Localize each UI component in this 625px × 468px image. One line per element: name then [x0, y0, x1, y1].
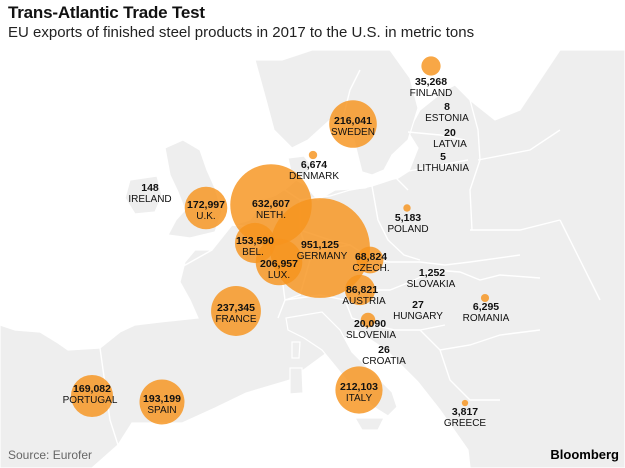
value-label-spain: 193,199	[143, 393, 181, 405]
bubble-spain	[139, 379, 185, 425]
country-border	[299, 177, 409, 201]
country-label-estonia: ESTONIA	[425, 113, 469, 124]
country-border	[344, 299, 446, 331]
country-label-germany: GERMANY	[297, 251, 348, 262]
value-label-u-k: 172,997	[187, 199, 225, 211]
bubble-sweden	[329, 100, 377, 148]
value-label-czech: 68,824	[355, 251, 387, 263]
country-label-neth: NETH.	[256, 210, 286, 221]
value-label-estonia: 8	[444, 101, 450, 113]
value-label-romania: 6,295	[473, 301, 499, 313]
country-label-lithuania: LITHUANIA	[417, 163, 470, 174]
bubble-portugal	[70, 374, 114, 418]
country-label-ireland: IRELAND	[128, 194, 171, 205]
value-label-croatia: 26	[378, 344, 390, 356]
country-label-hungary: HUNGARY	[393, 311, 443, 322]
land-sardinia	[289, 367, 304, 395]
value-label-bel: 153,590	[236, 235, 274, 247]
country-label-spain: SPAIN	[147, 405, 176, 416]
value-label-neth: 632,607	[252, 198, 290, 210]
bubble-czech	[356, 246, 384, 274]
bubble-finland	[421, 56, 441, 76]
chart-title: Trans-Atlantic Trade Test	[8, 3, 205, 22]
country-label-croatia: CROATIA	[362, 356, 406, 367]
value-label-slovenia: 20,090	[354, 318, 386, 330]
value-label-greece: 3,817	[452, 406, 478, 418]
country-label-slovenia: SLOVENIA	[346, 330, 396, 341]
country-label-sweden: SWEDEN	[331, 127, 375, 138]
bubble-france	[211, 286, 261, 336]
country-label-finland: FINLAND	[410, 88, 453, 99]
bubble-italy	[335, 366, 383, 414]
value-label-hungary: 27	[412, 299, 424, 311]
country-label-slovakia: SLOVAKIA	[407, 279, 456, 290]
value-label-denmark: 6,674	[301, 159, 327, 171]
value-label-lithuania: 5	[440, 151, 446, 163]
country-label-latvia: LATVIA	[433, 139, 467, 150]
bubble-layer	[70, 56, 490, 425]
value-label-austria: 86,821	[346, 284, 378, 296]
bubble-u-k	[184, 186, 228, 230]
bloomberg-logo: Bloomberg	[550, 447, 619, 462]
value-label-sweden: 216,041	[334, 115, 372, 127]
value-label-slovakia: 1,252	[419, 267, 445, 279]
bubble-austria	[344, 274, 376, 306]
country-label-portugal: PORTUGAL	[63, 395, 118, 406]
country-border	[439, 349, 500, 401]
bubble-poland	[403, 204, 411, 212]
value-label-ireland: 148	[141, 182, 159, 194]
country-border	[99, 347, 119, 446]
country-label-denmark: DENMARK	[289, 171, 339, 182]
country-label-italy: ITALY	[346, 393, 373, 404]
land-corsica	[291, 341, 301, 359]
country-label-bel: BEL.	[242, 247, 264, 258]
country-border	[371, 185, 421, 261]
country-label-poland: POLAND	[387, 224, 428, 235]
country-label-romania: ROMANIA	[463, 313, 510, 324]
country-border	[388, 254, 521, 266]
bubble-greece	[461, 399, 469, 407]
country-border	[477, 129, 561, 161]
country-border	[408, 159, 469, 172]
value-label-italy: 212,103	[340, 381, 378, 393]
country-label-greece: GREECE	[444, 418, 487, 429]
value-label-poland: 5,183	[395, 212, 421, 224]
value-label-france: 237,345	[217, 302, 255, 314]
country-border	[419, 329, 541, 351]
country-border	[409, 269, 541, 283]
land-ireland	[124, 175, 163, 215]
country-border	[470, 219, 561, 231]
country-label-france: FRANCE	[215, 314, 256, 325]
bubble-romania	[480, 293, 490, 303]
value-label-latvia: 20	[444, 127, 456, 139]
bubble-denmark	[308, 150, 318, 160]
land-sicily	[353, 417, 385, 431]
chart-subtitle: EU exports of finished steel products in…	[8, 24, 475, 41]
country-label-austria: AUSTRIA	[342, 296, 386, 307]
source-note: Source: Eurofer	[8, 448, 93, 462]
country-border	[175, 249, 213, 319]
country-border	[407, 131, 466, 141]
country-label-u-k: U.K.	[196, 211, 215, 222]
bubble-slovenia	[360, 312, 376, 328]
value-label-portugal: 169,082	[73, 383, 111, 395]
value-label-germany: 951,125	[301, 239, 339, 251]
country-label-czech: CZECH.	[352, 263, 389, 274]
country-border	[559, 219, 601, 301]
value-label-finland: 35,268	[415, 76, 447, 88]
country-label-lux: LUX.	[268, 270, 290, 281]
value-label-lux: 206,957	[260, 258, 298, 270]
bubble-bel	[234, 222, 276, 264]
